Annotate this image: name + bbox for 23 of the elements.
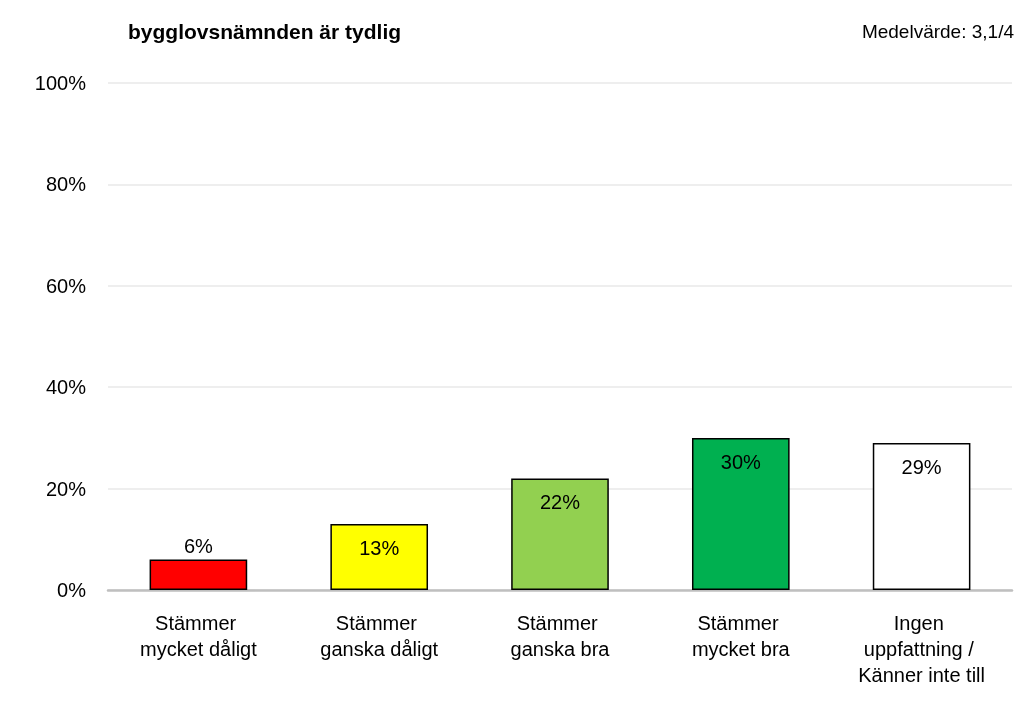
x-tick-label: Stämmer mycket dåligt xyxy=(140,612,258,660)
x-tick-label: Stämmer mycket bra xyxy=(691,612,791,660)
data-label: 6% xyxy=(183,534,214,557)
bar xyxy=(872,442,971,590)
y-tick-label: 80% xyxy=(45,173,87,196)
y-tick-label: 60% xyxy=(45,274,87,297)
x-tick-label: Stämmer ganska dåligt xyxy=(320,612,439,660)
bar xyxy=(330,524,429,590)
chart-title: bygglovsnämnden är tydlig xyxy=(128,20,402,43)
y-tick-label: 0% xyxy=(57,579,87,601)
x-tick-label: Stämmer ganska bra xyxy=(510,612,611,660)
data-label: 29% xyxy=(901,455,942,478)
y-tick-label: 40% xyxy=(45,376,87,399)
data-label: 13% xyxy=(359,537,400,560)
text: Medelvärde: 3,1/4 xyxy=(861,21,1015,42)
y-tick-label: 100% xyxy=(34,72,87,94)
data-label: 30% xyxy=(720,450,762,473)
x-tick-label: Ingen uppfattning / Känner inte till xyxy=(858,612,985,686)
y-tick-label: 20% xyxy=(45,477,87,500)
bar xyxy=(511,478,609,590)
bar xyxy=(691,437,790,590)
data-label: 22% xyxy=(539,491,581,514)
bar xyxy=(149,559,248,590)
